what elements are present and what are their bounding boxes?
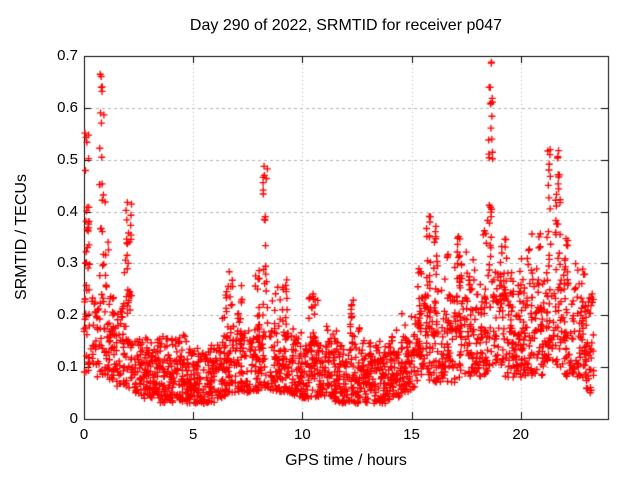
y-tick-label-0.1: 0.1 [57, 358, 78, 376]
y-tick-label-0.5: 0.5 [57, 150, 78, 168]
x-tick-label-10: 10 [293, 426, 311, 443]
chart-title: Day 290 of 2022, SRMTID for receiver p04… [189, 17, 503, 34]
y-axis-label: SRMTID / TECUs [13, 174, 30, 300]
y-tick-label-0.6: 0.6 [57, 98, 78, 116]
y-tick-label-0.3: 0.3 [57, 254, 78, 272]
x-tick-label-20: 20 [512, 426, 529, 443]
x-axis-label: GPS time / hours [285, 452, 407, 469]
y-tick-label-0.4: 0.4 [57, 202, 78, 220]
x-tick-label-0: 0 [79, 426, 89, 443]
y-tick-label-0.2: 0.2 [57, 306, 78, 324]
x-tick-label-15: 15 [403, 426, 420, 443]
y-tick-label-0.7: 0.7 [57, 47, 78, 64]
y-tick-label-0: 0 [69, 410, 78, 427]
x-tick-label-5: 5 [188, 426, 198, 443]
